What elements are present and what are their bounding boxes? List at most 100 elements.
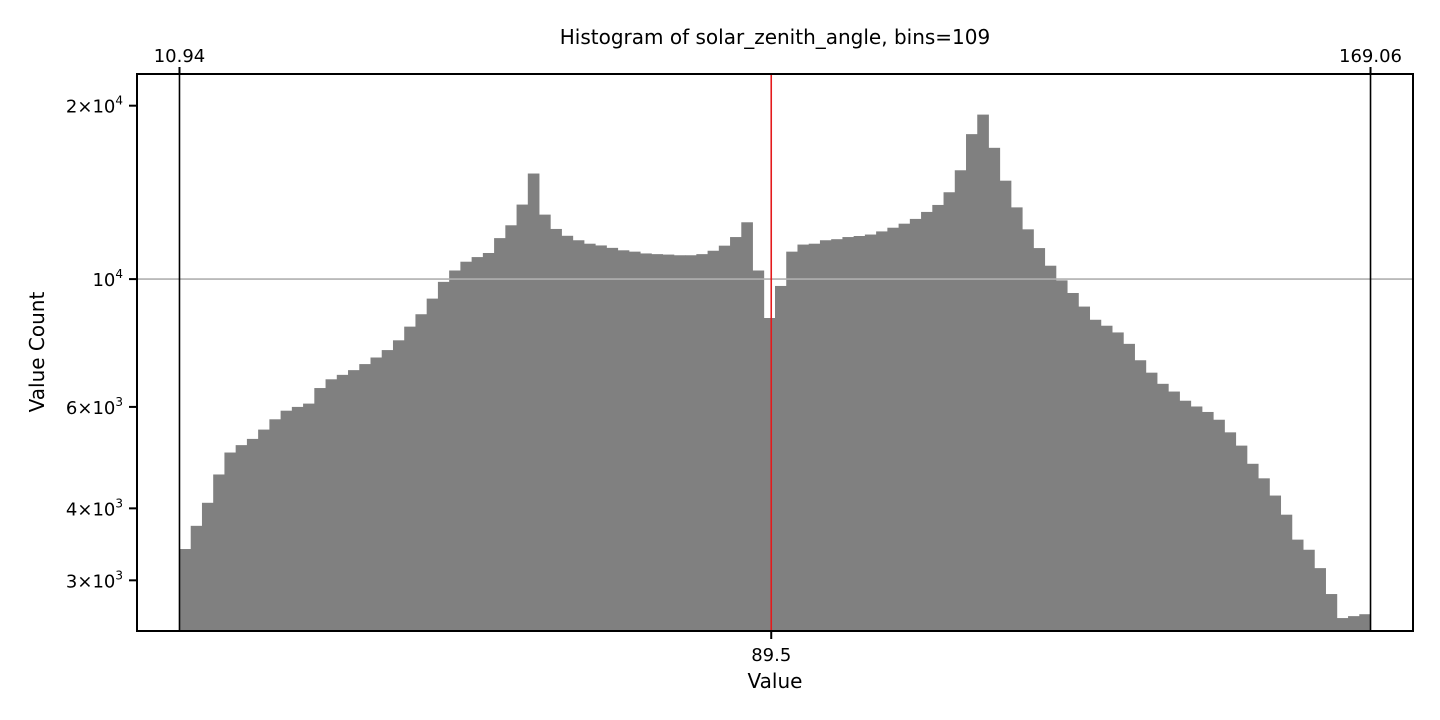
histogram-bar: [786, 251, 798, 631]
histogram-bar: [1044, 265, 1057, 631]
y-tick-label: 104: [92, 267, 123, 291]
histogram-bar: [842, 237, 855, 631]
histogram-bar: [640, 253, 652, 632]
y-axis-ticks: 3×103 4×103 6×103 104 2×104: [66, 94, 137, 592]
histogram-bar: [381, 350, 394, 631]
histogram-bar: [494, 238, 506, 631]
histogram-bar: [1145, 372, 1158, 631]
histogram-bar: [1246, 463, 1259, 631]
histogram-bar: [718, 245, 731, 631]
histogram-bar: [539, 214, 551, 632]
histogram-bar: [617, 250, 630, 631]
histogram-bar: [505, 225, 517, 631]
histogram-bar: [246, 438, 259, 631]
histogram-bar: [864, 234, 877, 631]
histogram-bar: [213, 474, 225, 631]
y-axis-label: Value Count: [25, 292, 49, 413]
histogram-bar: [437, 281, 450, 631]
histogram-bar: [932, 204, 944, 631]
histogram-bar: [1291, 539, 1304, 631]
histogram-bar: [1269, 495, 1282, 631]
histogram-bar: [201, 502, 214, 631]
histogram-bar: [730, 237, 742, 631]
histogram-bar: [954, 170, 967, 631]
plot-frame: [136, 73, 1414, 632]
histogram-bar: [1314, 568, 1326, 631]
histogram-bar: [943, 192, 956, 631]
histogram-bar: [482, 252, 495, 631]
histogram-bar: [1235, 445, 1248, 631]
histogram-bar: [370, 357, 383, 631]
histogram-bar: [1359, 614, 1371, 631]
histogram-bar: [561, 235, 574, 631]
histogram-bar: [808, 243, 821, 632]
histogram-bar: [763, 318, 776, 631]
histogram-bar: [1201, 411, 1214, 631]
histogram-bar: [325, 379, 338, 631]
histogram-bar: [696, 254, 708, 631]
x-tick-label: 89.5: [751, 645, 791, 666]
y-tick-label: 4×103: [66, 496, 123, 520]
histogram-bar: [1179, 400, 1192, 631]
histogram-bar: [673, 255, 686, 631]
histogram-bar: [977, 114, 989, 631]
histogram-bar: [415, 314, 428, 631]
histogram-bar: [449, 270, 461, 631]
x-axis-label: Value: [748, 669, 803, 693]
histogram-bar: [831, 239, 843, 631]
histogram-bar: [190, 525, 203, 631]
y-tick-label: 3×103: [66, 568, 123, 592]
histogram-bar: [572, 240, 585, 631]
histogram-bar: [1213, 419, 1225, 631]
histogram-bar: [224, 452, 237, 631]
histogram-bar: [988, 147, 1001, 631]
histogram-bar: [550, 228, 562, 631]
histogram-bar: [1157, 383, 1169, 631]
histogram-bar: [404, 326, 416, 631]
histogram-bar: [1280, 514, 1293, 631]
histogram-bar: [460, 261, 473, 631]
histogram-bar: [258, 429, 270, 631]
x-axis-ticks: 89.5: [751, 631, 791, 666]
histogram-bar: [1325, 594, 1338, 631]
histogram-bar: [1010, 207, 1023, 631]
histogram-bar: [359, 364, 371, 631]
histogram-bar: [1100, 325, 1113, 631]
histogram-bar: [471, 257, 484, 631]
histogram-bar: [348, 370, 360, 631]
y-tick-label: 6×103: [66, 395, 123, 419]
histogram-bar: [775, 285, 787, 631]
histogram-bar: [741, 222, 753, 631]
histogram-bar: [752, 270, 765, 631]
range-label: 169.06: [1339, 46, 1402, 67]
histogram-bar: [291, 406, 304, 631]
histogram-bar: [1336, 618, 1349, 631]
histogram-bar: [1055, 280, 1068, 631]
histogram-bar: [1089, 319, 1102, 631]
histogram-bar: [527, 173, 540, 632]
histogram-bar: [1123, 343, 1135, 631]
histogram-bar: [516, 204, 529, 631]
histogram-bar: [606, 247, 619, 631]
histogram-bar: [1033, 248, 1046, 631]
histogram-bar: [1303, 549, 1315, 631]
histogram-bar: [303, 403, 315, 631]
histogram-bar: [583, 243, 596, 632]
histogram-bar: [909, 218, 922, 631]
histogram-bar: [1258, 478, 1270, 631]
histogram-bar: [1224, 432, 1237, 631]
histogram-bar: [235, 445, 248, 631]
histogram-bar: [595, 245, 607, 631]
histogram-bar: [179, 549, 192, 631]
histogram-bar: [1348, 616, 1360, 631]
histogram-bar: [280, 410, 293, 631]
histogram-bar: [999, 180, 1012, 632]
histogram-bar: [1078, 306, 1091, 631]
histogram-bar: [1022, 229, 1034, 631]
histogram-bar: [921, 211, 933, 631]
histogram-bar: [628, 251, 641, 631]
histogram-bars: [179, 114, 1371, 632]
histogram-bar: [898, 223, 911, 631]
histogram-bar: [887, 227, 899, 631]
